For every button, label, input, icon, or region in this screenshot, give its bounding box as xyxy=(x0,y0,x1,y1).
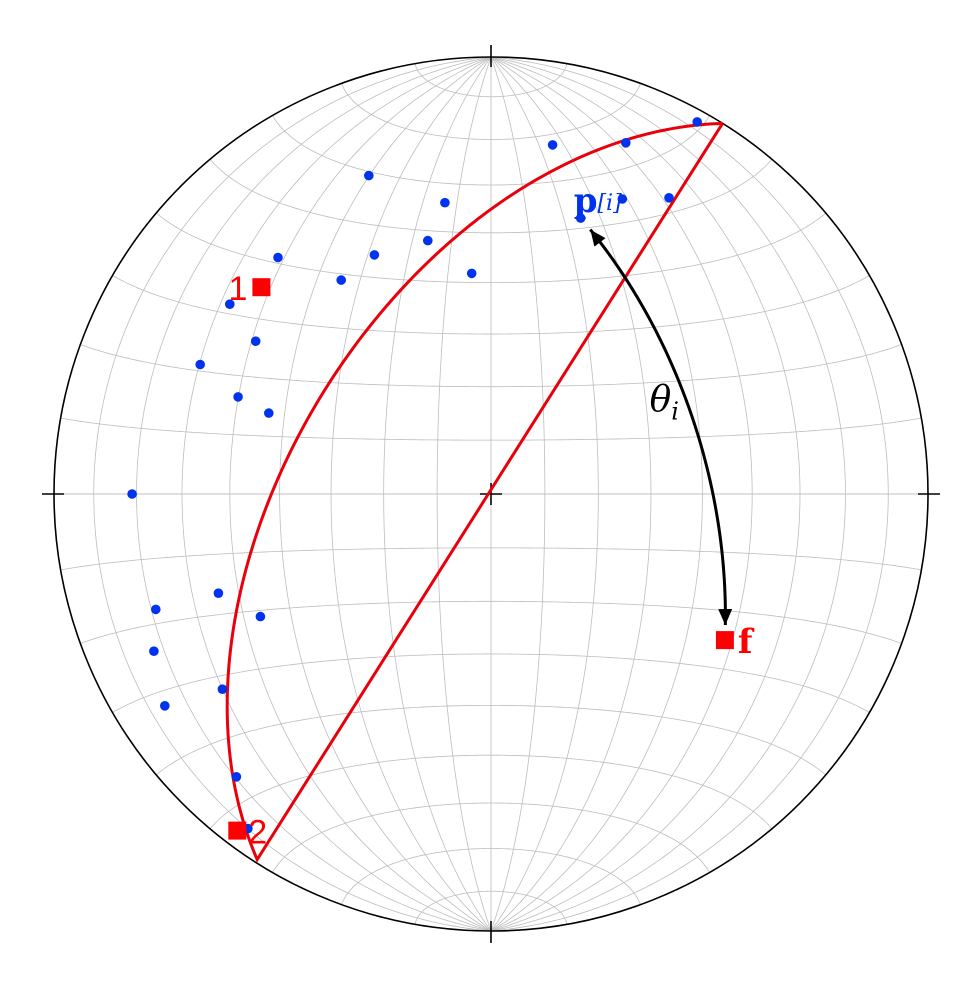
data-point xyxy=(364,170,374,181)
point-1-text: 1 xyxy=(228,270,247,308)
point-2-label: 2 xyxy=(248,814,267,852)
arrowhead-to-f xyxy=(718,609,733,626)
data-point xyxy=(217,684,228,694)
data-point xyxy=(151,604,161,615)
theta-label: θi xyxy=(650,380,679,426)
pole-f-marker xyxy=(715,631,734,650)
data-point xyxy=(225,299,235,310)
data-point xyxy=(369,250,380,260)
best-fit-great-circle xyxy=(225,121,724,863)
data-point xyxy=(231,772,242,782)
arrowhead-to-pi xyxy=(590,229,606,247)
pole-f-label: f xyxy=(738,622,755,662)
pole-f-text: f xyxy=(738,622,755,662)
pi-label: p[i] xyxy=(574,181,622,221)
data-point xyxy=(423,235,433,246)
data-point xyxy=(440,197,450,208)
data-point xyxy=(195,359,205,370)
theta-main-text: θ xyxy=(650,380,672,421)
pi-sub-text: [i] xyxy=(597,191,622,216)
data-point xyxy=(547,140,558,150)
pi-point-marker xyxy=(575,213,586,223)
data-point xyxy=(149,646,159,656)
angle-arc xyxy=(589,228,727,626)
data-point xyxy=(213,588,224,598)
point-2-text: 2 xyxy=(248,814,267,852)
data-point xyxy=(621,138,631,148)
primitive-circle xyxy=(53,56,929,932)
data-point xyxy=(664,193,674,203)
data-point xyxy=(466,268,477,279)
data-point xyxy=(692,117,702,127)
data-point xyxy=(250,336,261,347)
data-point xyxy=(160,701,170,711)
data-point xyxy=(233,392,243,402)
data-point xyxy=(255,611,266,622)
theta-sub-text: i xyxy=(671,398,679,426)
point-2-marker xyxy=(228,821,247,840)
pi-main-text: p xyxy=(574,181,598,221)
data-points xyxy=(127,117,702,834)
net-axes xyxy=(42,45,940,943)
point-1-label: 1 xyxy=(228,270,247,308)
data-point xyxy=(264,408,274,418)
data-point xyxy=(273,252,283,263)
data-point xyxy=(127,489,137,499)
point-1-marker xyxy=(252,278,271,297)
data-point xyxy=(336,275,347,285)
data-point xyxy=(617,194,628,204)
